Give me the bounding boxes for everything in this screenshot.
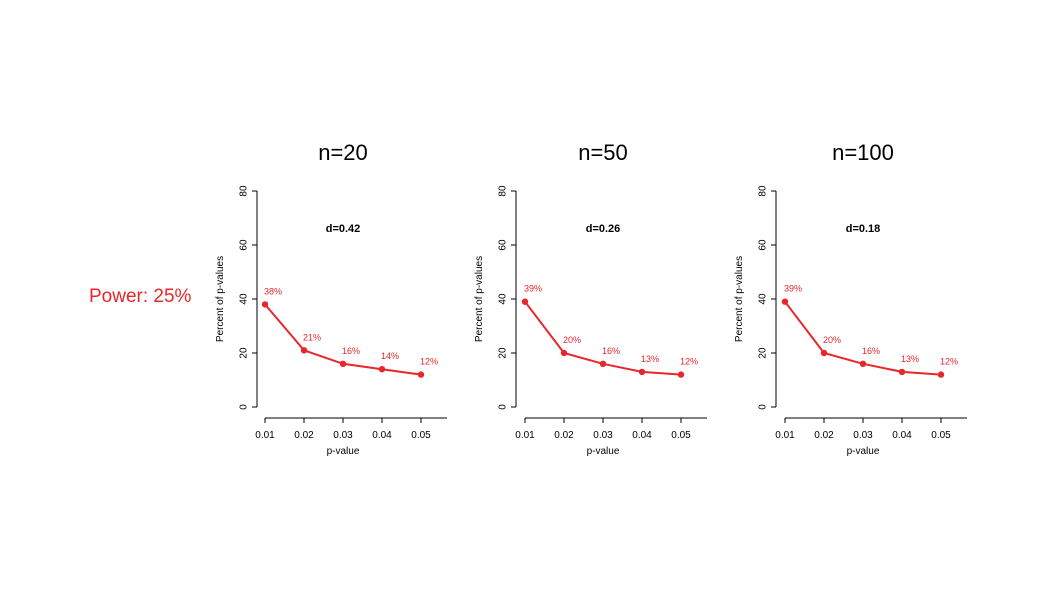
y-tick-label: 0 <box>239 404 250 410</box>
y-tick-label: 0 <box>758 404 769 410</box>
x-axis-label: p-value <box>847 446 880 457</box>
x-tick-label: 0.03 <box>853 430 873 441</box>
data-label: 39% <box>784 284 802 294</box>
x-tick-label: 0.05 <box>671 430 691 441</box>
data-point <box>300 347 308 354</box>
data-point <box>378 366 386 373</box>
data-label: 39% <box>524 284 542 294</box>
data-label: 12% <box>420 357 438 367</box>
y-tick-label: 60 <box>239 239 250 251</box>
power-label: Power: 25% <box>89 286 192 307</box>
y-tick-label: 80 <box>498 185 509 197</box>
y-tick-label: 60 <box>758 239 769 251</box>
x-tick-label: 0.04 <box>632 430 652 441</box>
y-tick-label: 40 <box>758 293 769 305</box>
y-tick-label: 60 <box>498 239 509 251</box>
data-label: 16% <box>342 346 360 356</box>
y-tick-label: 40 <box>239 293 250 305</box>
data-label: 21% <box>303 332 321 342</box>
x-tick-label: 0.04 <box>372 430 392 441</box>
data-label: 20% <box>823 335 841 345</box>
y-tick-label: 40 <box>498 293 509 305</box>
x-tick-label: 0.02 <box>294 430 314 441</box>
data-label: 12% <box>680 357 698 367</box>
chart-title: n=50 <box>578 140 628 165</box>
data-point <box>417 371 425 378</box>
data-point <box>560 349 568 357</box>
y-axis-label: Percent of p-values <box>734 256 745 342</box>
data-point <box>820 349 828 357</box>
y-tick-label: 20 <box>498 347 509 359</box>
data-label: 14% <box>381 351 399 361</box>
chart-subtitle: d=0.42 <box>326 223 361 235</box>
data-label: 12% <box>940 357 958 367</box>
y-axis-label: Percent of p-values <box>474 256 485 342</box>
data-point <box>599 360 607 367</box>
x-tick-label: 0.03 <box>593 430 613 441</box>
data-point <box>898 368 906 376</box>
y-tick-label: 80 <box>758 185 769 197</box>
data-point <box>638 368 646 376</box>
data-point <box>261 301 269 308</box>
data-label: 13% <box>641 354 659 364</box>
x-tick-label: 0.05 <box>931 430 951 441</box>
data-label: 20% <box>563 335 581 345</box>
chart-title: n=20 <box>318 140 368 165</box>
x-tick-label: 0.03 <box>333 430 353 441</box>
data-label: 16% <box>862 346 880 356</box>
y-axis-label: Percent of p-values <box>215 256 226 342</box>
chart-title: n=100 <box>832 140 894 165</box>
y-tick-label: 20 <box>239 347 250 359</box>
chart-subtitle: d=0.26 <box>586 223 621 235</box>
y-tick-label: 20 <box>758 347 769 359</box>
data-point <box>339 360 347 367</box>
data-label: 16% <box>602 346 620 356</box>
x-tick-label: 0.02 <box>554 430 574 441</box>
data-label: 13% <box>901 354 919 364</box>
chart-subtitle: d=0.18 <box>846 223 881 235</box>
x-tick-label: 0.01 <box>515 430 535 441</box>
data-point <box>859 360 867 367</box>
y-tick-label: 80 <box>239 185 250 197</box>
x-tick-label: 0.02 <box>814 430 834 441</box>
x-tick-label: 0.04 <box>892 430 912 441</box>
x-tick-label: 0.01 <box>775 430 795 441</box>
y-tick-label: 0 <box>498 404 509 410</box>
data-label: 38% <box>264 286 282 296</box>
data-point <box>937 371 945 378</box>
data-point <box>521 298 529 305</box>
x-axis-label: p-value <box>327 446 360 457</box>
data-point <box>781 298 789 305</box>
data-point <box>677 371 685 378</box>
x-axis-label: p-value <box>587 446 620 457</box>
x-tick-label: 0.01 <box>255 430 275 441</box>
x-tick-label: 0.05 <box>411 430 431 441</box>
